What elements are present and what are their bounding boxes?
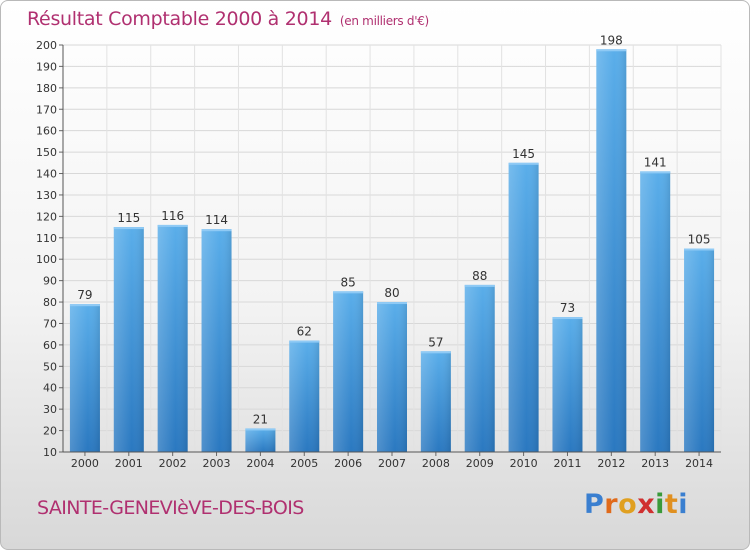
bar-top-highlight <box>333 291 364 294</box>
bar-shade <box>596 49 627 452</box>
bar-shade <box>377 302 407 452</box>
axes: 10 20 30 40 50 60 70 80 90 100 110 120 130 140 150 160 1… <box>36 39 721 470</box>
bar-top-highlight <box>684 248 715 251</box>
bar-top-highlight <box>420 351 451 354</box>
x-tick-label: 2009 <box>466 457 494 470</box>
data-label: 145 <box>512 147 535 161</box>
proxiti-logo: Proxiti <box>584 489 688 520</box>
y-tick-label: 20 <box>43 425 57 438</box>
data-label: 116 <box>161 209 184 223</box>
logo-letter: o <box>618 489 638 520</box>
x-tick-label: 2011 <box>553 457 581 470</box>
x-tick-label: 2001 <box>115 457 143 470</box>
bar-top-highlight <box>113 227 144 230</box>
data-label: 114 <box>205 213 228 227</box>
y-tick-label: 110 <box>36 232 57 245</box>
bar-shade <box>420 351 451 452</box>
data-label: 79 <box>77 288 92 302</box>
data-label: 198 <box>600 33 623 47</box>
chart-subtitle: (en milliers d'€) <box>339 14 429 28</box>
bar-top-highlight <box>464 284 495 287</box>
bar-shade <box>333 291 364 452</box>
logo-letter: i <box>655 489 665 520</box>
y-tick-label: 190 <box>36 60 57 73</box>
data-label: 105 <box>688 233 711 247</box>
y-tick-label: 10 <box>43 446 57 459</box>
x-tick-label: 2013 <box>641 457 669 470</box>
data-label: 62 <box>297 325 312 339</box>
bar-shade <box>245 428 276 452</box>
y-tick-label: 60 <box>43 339 57 352</box>
data-label: 88 <box>472 269 487 283</box>
y-tick-label: 100 <box>36 253 57 266</box>
y-tick-label: 130 <box>36 189 57 202</box>
y-tick-label: 50 <box>43 360 57 373</box>
y-tick-label: 170 <box>36 103 57 116</box>
bars: 79 115 116 114 21 62 85 80 57 88 145 73 198 141 105 <box>69 33 715 452</box>
x-tick-label: 2002 <box>159 457 187 470</box>
bar-top-highlight <box>157 224 188 227</box>
bar-top-highlight <box>245 428 276 431</box>
y-tick-label: 180 <box>36 82 57 95</box>
bar-top-highlight <box>508 162 539 165</box>
y-tick-label: 80 <box>43 296 57 309</box>
bar-top-highlight <box>377 302 407 305</box>
x-tick-label: 2014 <box>685 457 713 470</box>
y-tick-label: 30 <box>43 403 57 416</box>
x-tick-label: 2003 <box>203 457 231 470</box>
data-label: 80 <box>384 286 399 300</box>
bar-top-highlight <box>640 171 671 174</box>
bar-top-highlight <box>69 304 100 307</box>
x-tick-label: 2007 <box>378 457 406 470</box>
x-tick-label: 2012 <box>597 457 625 470</box>
bar-shade <box>289 340 320 452</box>
y-tick-label: 160 <box>36 125 57 138</box>
data-label: 21 <box>253 412 268 426</box>
data-label: 141 <box>644 155 667 169</box>
y-tick-label: 70 <box>43 317 57 330</box>
bar-top-highlight <box>201 229 232 232</box>
x-tick-label: 2006 <box>334 457 362 470</box>
y-tick-label: 140 <box>36 168 57 181</box>
bar-top-highlight <box>552 317 583 320</box>
data-label: 57 <box>428 335 443 349</box>
logo-letter: x <box>637 489 656 520</box>
x-tick-label: 2004 <box>246 457 274 470</box>
data-label: 85 <box>340 275 355 289</box>
bar-shade <box>69 304 100 452</box>
logo-letter: P <box>584 489 605 520</box>
x-tick-label: 2000 <box>71 457 99 470</box>
y-tick-label: 120 <box>36 210 57 223</box>
y-tick-label: 90 <box>43 275 57 288</box>
logo-letter: r <box>604 489 619 520</box>
y-tick-label: 150 <box>36 146 57 159</box>
bar-shade <box>201 229 232 452</box>
bar-shade <box>113 227 144 452</box>
bar-top-highlight <box>289 340 320 343</box>
x-tick-label: 2005 <box>290 457 318 470</box>
bar-shade <box>640 171 671 452</box>
chart-title-text: Résultat Comptable 2000 à 2014 <box>27 8 332 30</box>
bar-shade <box>684 248 715 452</box>
bar-shade <box>157 224 188 452</box>
logo-letter: i <box>678 489 689 520</box>
bar-shade <box>552 317 583 452</box>
x-tick-label: 2008 <box>422 457 450 470</box>
bar-shade <box>464 284 495 452</box>
y-tick-label: 200 <box>36 39 57 52</box>
bar-top-highlight <box>596 49 627 52</box>
bar-shade <box>508 162 539 452</box>
chart-title: Résultat Comptable 2000 à 2014 (en millie… <box>27 8 429 30</box>
data-label: 73 <box>560 301 575 315</box>
data-label: 115 <box>117 211 140 225</box>
y-tick-label: 40 <box>43 382 57 395</box>
city-name: SAINTE-GENEVIèVE-DES-BOIS <box>37 497 304 519</box>
x-tick-label: 2010 <box>510 457 538 470</box>
logo-letter: t <box>664 489 679 520</box>
